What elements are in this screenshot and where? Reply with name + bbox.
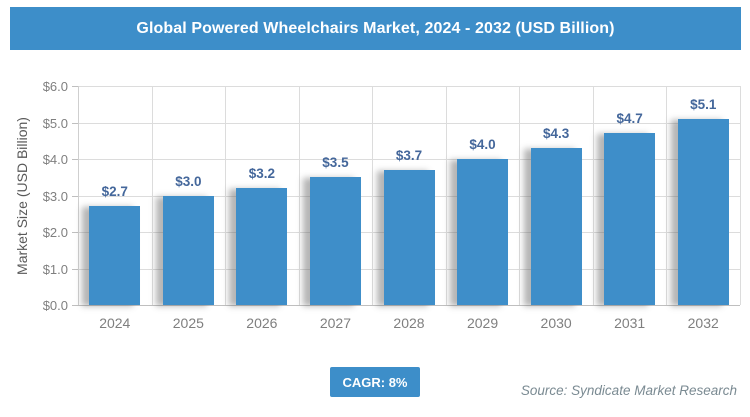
v-gridline [592,86,594,305]
h-gridline [78,122,740,124]
y-tick-label: $2.0 [42,225,68,240]
x-tick-label: 2025 [172,315,204,331]
x-axis-line [78,305,740,306]
cagr-label: CAGR: 8% [342,374,408,390]
y-axis-tick [72,86,78,87]
y-axis-tick [72,122,78,124]
bar-2025 [162,195,214,305]
h-gridline [78,86,740,87]
bar-value-label: $4.3 [542,126,570,142]
x-tick-label: 2029 [466,315,499,331]
chart-title: Global Powered Wheelchairs Market, 2024 … [136,19,615,37]
bar-2029 [457,159,509,305]
y-tick-label: $0.0 [42,298,68,313]
x-tick-label: 2028 [393,315,425,331]
v-gridline [740,86,741,305]
y-axis-tick [72,159,78,160]
bar-2024 [89,206,141,305]
v-gridline [445,86,447,305]
x-tick-label: 2031 [614,315,646,331]
bar-2028 [383,169,435,305]
y-tick-label: $5.0 [42,115,68,131]
v-gridline [372,86,374,305]
bar-2026 [236,188,288,305]
bar-value-label: $4.0 [469,137,496,152]
y-axis-tick [72,268,78,270]
x-tick-label: 2030 [540,315,572,331]
y-tick-label: $3.0 [42,188,68,204]
y-axis-tick [72,232,78,233]
bar-value-label: $3.7 [395,147,423,163]
bar-2031 [604,133,656,305]
bar-2027 [309,177,361,305]
v-gridline [519,86,521,305]
bar-2032 [677,118,729,305]
bar-value-label: $3.0 [175,173,202,189]
chart-title-bar: Global Powered Wheelchairs Market, 2024 … [10,7,741,50]
y-axis-line [78,86,79,305]
y-tick-label: $4.0 [42,152,68,167]
bar-value-label: $3.2 [248,166,276,182]
v-gridline [225,86,227,305]
bar-value-label: $4.7 [616,111,643,127]
bar-2030 [530,148,582,305]
y-tick-label: $6.0 [42,79,68,94]
x-tick-label: 2027 [319,315,352,331]
h-gridline [78,159,740,160]
y-axis-tick [72,305,78,306]
y-tick-label: $1.0 [42,261,68,277]
source-credit: Source: Syndicate Market Research [520,383,737,398]
x-tick-label: 2024 [99,315,131,331]
v-gridline [298,86,300,305]
bar-value-label: $3.5 [322,155,349,171]
bar-value-label: $2.7 [101,184,128,200]
bar-value-label: $5.1 [690,96,717,112]
cagr-badge: CAGR: 8% [330,367,420,397]
v-gridline [666,86,668,305]
v-gridline [151,86,153,305]
x-tick-label: 2026 [246,315,278,331]
x-tick-label: 2032 [687,315,719,331]
y-axis-tick [72,195,78,197]
